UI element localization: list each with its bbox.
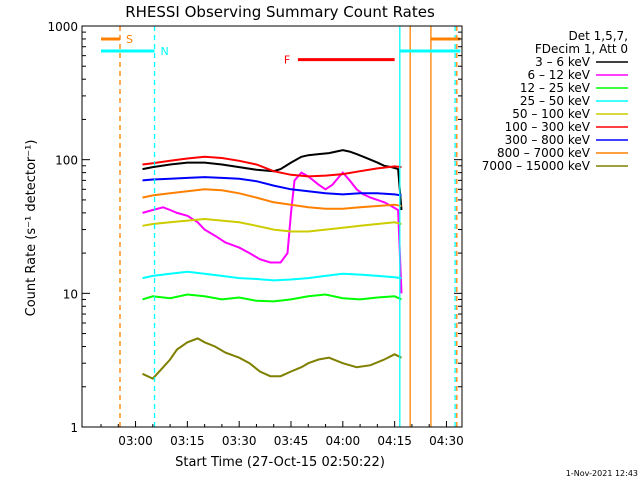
x-axis-label: Start Time (27-Oct-15 02:50:22) (175, 455, 385, 470)
attenuator-marker-layer: S N F (101, 26, 461, 427)
x-tick-label: 03:15 (170, 434, 205, 448)
y-axis: 1 10 100 1000 (47, 20, 462, 435)
series-line-1 (142, 171, 403, 294)
legend-label: 6 – 12 keV (528, 68, 591, 82)
x-tick-label: 04:00 (326, 434, 361, 448)
legend-header-line: Det 1,5,7, (569, 29, 629, 43)
marker-label-0: S (126, 33, 133, 46)
series-line-6 (142, 176, 402, 197)
legend-label: 3 – 6 keV (535, 55, 591, 69)
series-line-5 (142, 155, 402, 178)
series-line-0 (142, 149, 403, 211)
series-layer (142, 149, 403, 380)
chart-title: RHESSI Observing Summary Count Rates (125, 3, 435, 21)
legend-label: 25 – 50 keV (520, 94, 591, 108)
series-line-7 (142, 188, 402, 210)
legend-label: 300 – 800 keV (505, 133, 591, 147)
legend-label: 800 – 7000 keV (497, 146, 591, 160)
y-tick-label: 100 (55, 154, 78, 168)
legend-header-line: FDecim 1, Att 0 (535, 42, 628, 56)
legend-label: 100 – 300 keV (505, 120, 591, 134)
y-axis-label: Count Rate (s⁻¹ detector⁻¹) (24, 140, 39, 317)
series-line-8 (142, 337, 402, 380)
y-tick-label: 1 (70, 421, 78, 435)
x-tick-label: 03:45 (274, 434, 309, 448)
x-tick-label: 04:30 (429, 434, 464, 448)
legend-label: 7000 – 15000 keV (482, 159, 591, 173)
legend-label: 50 – 100 keV (512, 107, 591, 121)
series-line-4 (142, 217, 402, 233)
x-tick-label: 04:15 (377, 434, 412, 448)
x-tick-label: 03:00 (118, 434, 153, 448)
legend-label: 12 – 25 keV (520, 81, 591, 95)
series-line-3 (142, 270, 402, 282)
plot-frame (81, 25, 463, 428)
marker-label-2: F (284, 54, 290, 67)
x-tick-label: 03:30 (222, 434, 257, 448)
plot-timestamp: 1-Nov-2021 12:43 (566, 469, 638, 478)
y-tick-label: 1000 (47, 20, 78, 34)
marker-label-1: N (161, 45, 169, 58)
y-tick-label: 10 (63, 287, 78, 301)
series-line-2 (142, 293, 402, 303)
x-axis: 03:00 03:15 03:30 03:45 04:00 04:15 04:30 (100, 421, 464, 448)
